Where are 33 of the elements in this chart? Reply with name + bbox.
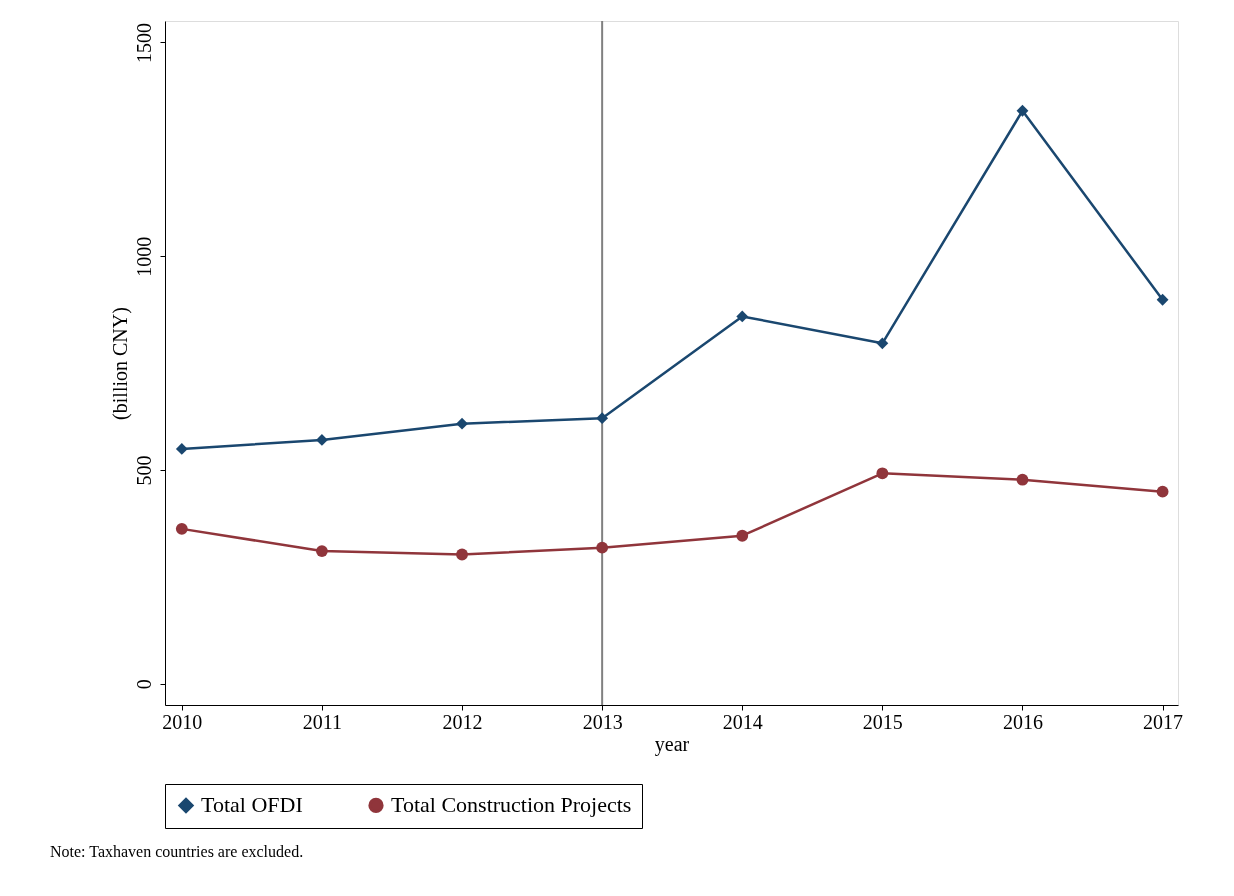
point — [175, 443, 188, 455]
point — [1156, 485, 1169, 498]
y-axis-title: (billion CNY) — [108, 307, 132, 420]
point — [456, 417, 468, 430]
point — [316, 545, 328, 557]
text: Note: Taxhaven countries are excluded. — [50, 842, 304, 860]
point — [456, 548, 468, 561]
y-tick-label: 0 — [132, 679, 155, 690]
point — [175, 522, 188, 535]
y-tick-label: 500 — [132, 455, 155, 486]
x-tick-label: 2010 — [162, 710, 203, 733]
point — [596, 541, 609, 554]
point — [596, 412, 609, 425]
x-tick-label: 2013 — [582, 710, 623, 733]
point — [1016, 473, 1029, 486]
point — [316, 434, 328, 446]
x-tick-label: 2012 — [442, 710, 483, 733]
point — [1156, 293, 1169, 306]
x-tick-label: 2017 — [1143, 710, 1184, 733]
x-tick-label: 2014 — [722, 710, 763, 733]
point — [876, 467, 889, 480]
x-axis-title: year — [654, 732, 690, 756]
point — [1016, 104, 1029, 117]
x-tick-label: 2015 — [862, 710, 903, 733]
point — [736, 310, 749, 323]
legend-label: Total Construction Projects — [391, 792, 632, 818]
x-tick-label: 2016 — [1002, 710, 1043, 733]
y-tick-label: 1000 — [132, 236, 155, 277]
point — [736, 529, 749, 542]
x-tick-label: 2011 — [302, 710, 343, 733]
point — [876, 337, 889, 350]
legend-label: Total OFDI — [201, 792, 303, 818]
y-tick-label: 1500 — [132, 22, 155, 63]
